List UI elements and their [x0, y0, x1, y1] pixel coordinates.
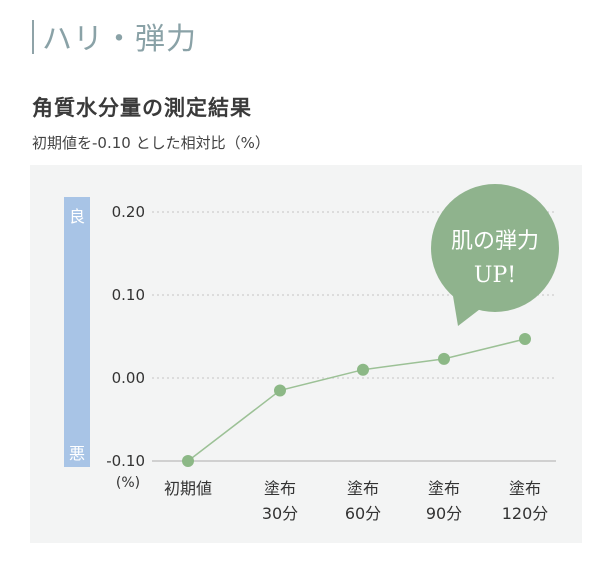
chart-subtitle: 初期値を-0.10 とした相対比（%） [32, 134, 270, 152]
data-point [182, 455, 194, 467]
x-tick-label: 120分 [502, 504, 549, 523]
x-tick-label: 30分 [262, 504, 298, 523]
x-tick-label: 塗布 [347, 479, 379, 498]
badge-tail [452, 290, 484, 326]
data-point [357, 363, 369, 376]
data-point [519, 332, 531, 345]
x-tick-label: 塗布 [264, 479, 296, 498]
x-tick-label: 60分 [345, 504, 381, 523]
quality-axis-bar [64, 197, 90, 467]
section-title: ハリ・弾力 [42, 22, 197, 57]
data-point [274, 384, 286, 397]
y-unit-label: (%) [116, 475, 140, 491]
section-divider [32, 20, 34, 54]
axis-label-bad: 悪 [69, 444, 85, 463]
x-tick-label: 塗布 [509, 479, 541, 498]
axis-label-good: 良 [69, 207, 85, 226]
badge-bubble [431, 184, 559, 312]
x-tick-label: 初期値 [164, 479, 212, 498]
badge-line2: UP! [474, 263, 516, 288]
chart-title: 角質水分量の測定結果 [32, 96, 252, 120]
y-tick-label: 0.20 [112, 203, 145, 221]
badge-line1: 肌の弾力 [451, 229, 539, 254]
data-point [438, 352, 450, 365]
y-tick-label: -0.10 [106, 452, 145, 470]
x-tick-label: 塗布 [428, 479, 460, 498]
y-tick-label: 0.00 [112, 369, 145, 387]
y-tick-label: 0.10 [112, 286, 145, 304]
series-line [187, 338, 526, 462]
x-tick-label: 90分 [426, 504, 462, 523]
